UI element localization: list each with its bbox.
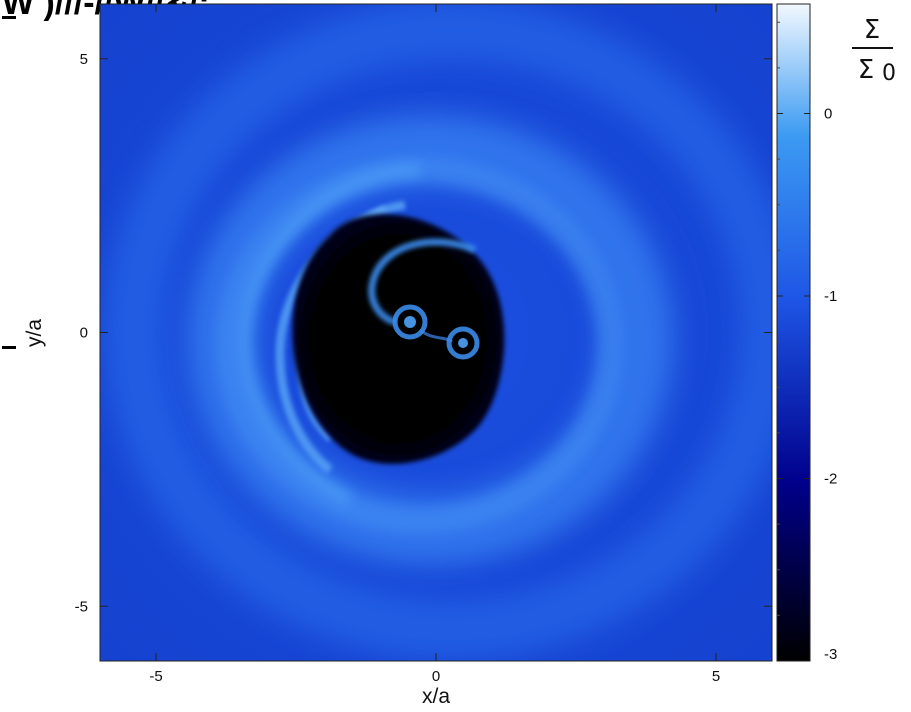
y-tick-label: 5	[80, 51, 88, 68]
x-axis-ticks: -5 0 5	[149, 4, 720, 685]
y-axis-ticks: -5 0 5	[75, 51, 772, 615]
heatmap-plot-area	[100, 4, 772, 661]
binary-bridge	[419, 328, 453, 344]
y-axis-label: y/a	[23, 319, 46, 347]
colorbar-label: Σ Σ 0	[852, 15, 896, 86]
x-tick-label: -5	[149, 668, 162, 685]
x-axis-label: x/a	[422, 685, 450, 708]
colorbar-ticks: -3 -2 -1 0	[777, 21, 837, 663]
colorbar-label-denominator: Σ	[858, 55, 874, 85]
binary-star-primary	[392, 304, 428, 340]
colorbar-tick-label: -2	[824, 471, 837, 488]
colorbar-label-numerator: Σ	[864, 15, 880, 45]
colorbar-tick-label: -3	[824, 646, 837, 663]
binary-star-secondary	[446, 326, 480, 360]
x-tick-label: 5	[712, 668, 720, 685]
x-tick-label: 0	[432, 668, 440, 685]
y-tick-label: 0	[80, 325, 88, 342]
colorbar	[776, 3, 811, 662]
colorbar-tick-label: -1	[824, 288, 837, 305]
colorbar-tick-label: 0	[824, 106, 832, 123]
spiral-arm-outer	[237, 163, 421, 507]
colorbar-label-subscript: 0	[882, 61, 896, 86]
outer-ring	[104, 4, 772, 660]
central-cavity	[292, 214, 505, 464]
left-edge-tick	[2, 346, 16, 349]
left-edge-bar	[2, 16, 16, 19]
y-tick-label: -5	[75, 598, 88, 615]
accretion-streamer	[368, 238, 477, 326]
